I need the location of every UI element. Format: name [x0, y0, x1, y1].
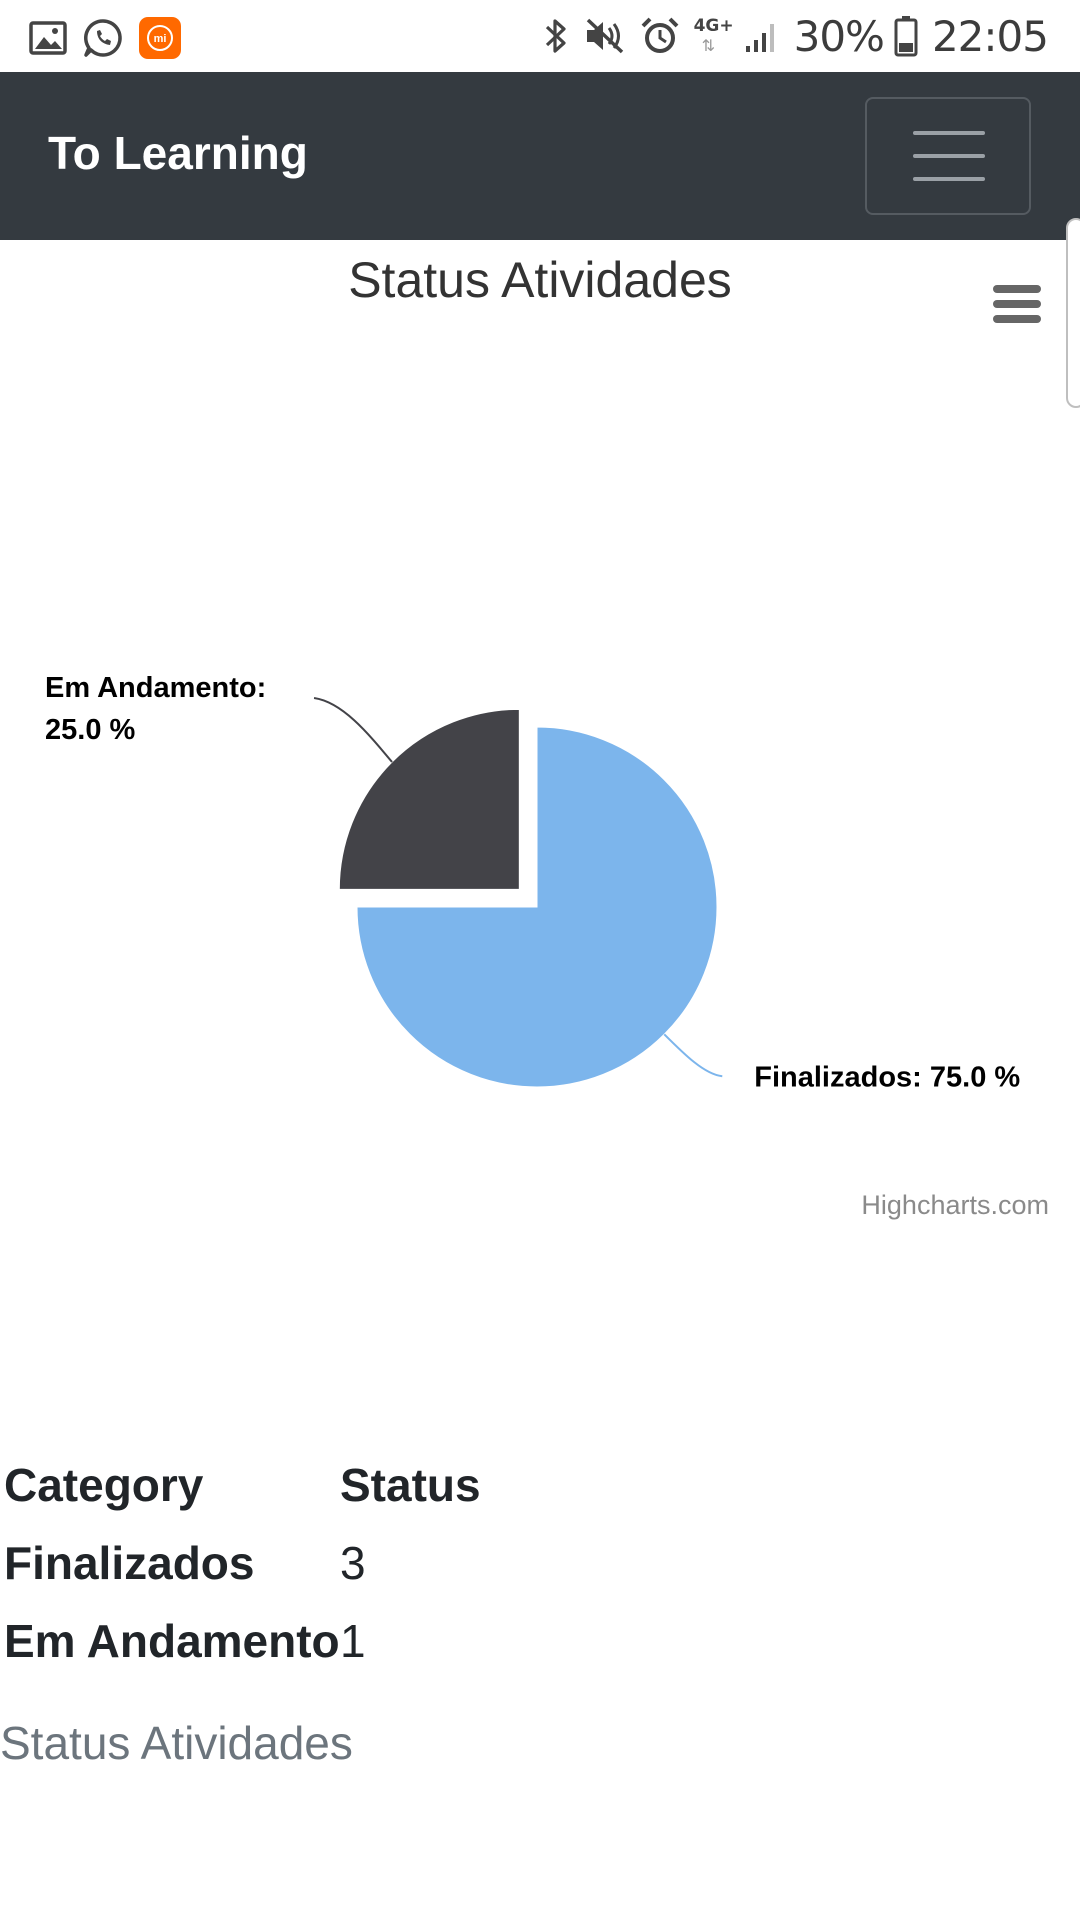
chart-credits[interactable]: Highcharts.com	[861, 1190, 1049, 1220]
table-cell-status: 1	[340, 1615, 366, 1667]
data-label-line: Em Andamento:	[45, 672, 266, 704]
navbar: To Learning	[0, 72, 1080, 240]
whatsapp-icon	[84, 19, 122, 57]
bluetooth-icon	[545, 19, 566, 53]
pie-chart: Status Atividades Finalizados: 75.0 % Em …	[0, 240, 1080, 1440]
chart-title: Status Atividades	[348, 252, 732, 308]
hamburger-icon	[913, 131, 985, 135]
table-cell-category: Em Andamento	[4, 1615, 340, 1667]
network-type-label: 4G+	[693, 16, 734, 36]
connector-line	[663, 1033, 723, 1078]
data-arrows-icon: ⇅	[701, 36, 715, 55]
svg-text:mi: mi	[154, 33, 167, 45]
navbar-brand[interactable]: To Learning	[48, 127, 308, 179]
pie-slices: Finalizados: 75.0 % Em Andamento: 25.0 %	[45, 672, 1020, 1093]
table-header-category: Category	[4, 1459, 204, 1511]
pie-slice-finalizados[interactable]	[356, 726, 718, 1088]
table-cell-category: Finalizados	[4, 1537, 255, 1589]
pie-chart-svg: Status Atividades Finalizados: 75.0 % Em …	[45, 252, 1049, 1220]
data-table: Category Status Finalizados 3 Em Andamen…	[4, 1446, 481, 1680]
table-row: Finalizados 3	[4, 1524, 481, 1602]
data-label-em-andamento: Em Andamento: 25.0 %	[45, 672, 266, 746]
battery-percent: 30%	[793, 11, 885, 61]
table-caption: Status Atividades	[0, 1717, 353, 1769]
clock: 22:05	[931, 11, 1049, 61]
data-label-line: 25.0 %	[45, 714, 135, 746]
pie-slice-em-andamento[interactable]	[338, 708, 520, 890]
muted-icon	[586, 18, 623, 54]
battery-icon	[894, 16, 918, 57]
hamburger-menu-icon[interactable]	[990, 284, 1042, 334]
status-bar: mi 4G+ ⇅ 30%	[0, 0, 1080, 72]
table-cell-status: 3	[340, 1537, 366, 1589]
data-label-finalizados: Finalizados: 75.0 %	[754, 1061, 1020, 1093]
scroll-handle[interactable]	[1066, 218, 1080, 408]
status-bar-right: 4G+ ⇅ 30% 22:05	[542, 10, 1049, 62]
signal-icon	[745, 24, 774, 52]
table-header-status: Status	[340, 1459, 481, 1511]
status-bar-left: mi	[28, 16, 196, 60]
hamburger-icon-bar	[913, 177, 985, 181]
connector-line	[313, 697, 393, 763]
hamburger-icon-bar	[913, 154, 985, 158]
table-header-row: Category Status	[4, 1446, 481, 1524]
table-row: Em Andamento 1	[4, 1602, 481, 1680]
network-4g-icon: 4G+ ⇅	[694, 14, 734, 58]
mi-app-icon: mi	[139, 17, 181, 59]
alarm-icon	[641, 17, 679, 53]
gallery-icon	[29, 21, 67, 55]
navbar-toggler-button[interactable]	[865, 97, 1031, 215]
